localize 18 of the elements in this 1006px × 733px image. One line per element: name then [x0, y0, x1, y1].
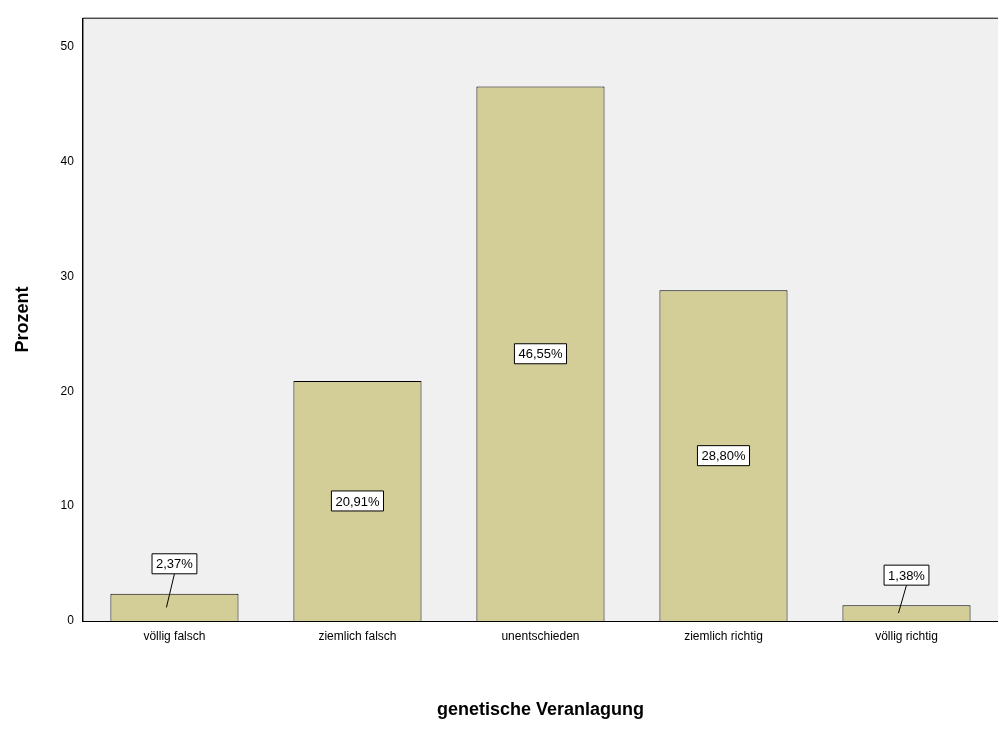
x-axis-title: genetische Veranlagung — [436, 699, 645, 720]
data-label: 28,80% — [701, 448, 746, 464]
x-tick-label: völlig falsch — [143, 628, 206, 643]
y-tick-label: 40 — [60, 154, 75, 169]
y-tick-label: 30 — [60, 268, 75, 283]
x-tick-label: völlig richtig — [875, 628, 938, 643]
y-tick-label: 20 — [60, 383, 75, 398]
y-tick-label: 0 — [67, 613, 75, 628]
y-axis-title: Prozent — [11, 286, 32, 353]
data-label: 46,55% — [518, 346, 563, 362]
data-label: 2,37% — [156, 556, 194, 572]
x-tick-label: ziemlich falsch — [318, 628, 397, 643]
x-tick-label: ziemlich richtig — [684, 628, 763, 643]
y-tick-label: 50 — [60, 39, 75, 54]
data-label: 1,38% — [888, 567, 926, 583]
x-tick-label: unentschieden — [501, 628, 580, 643]
y-tick-label: 10 — [60, 498, 75, 513]
data-label: 20,91% — [335, 493, 380, 509]
